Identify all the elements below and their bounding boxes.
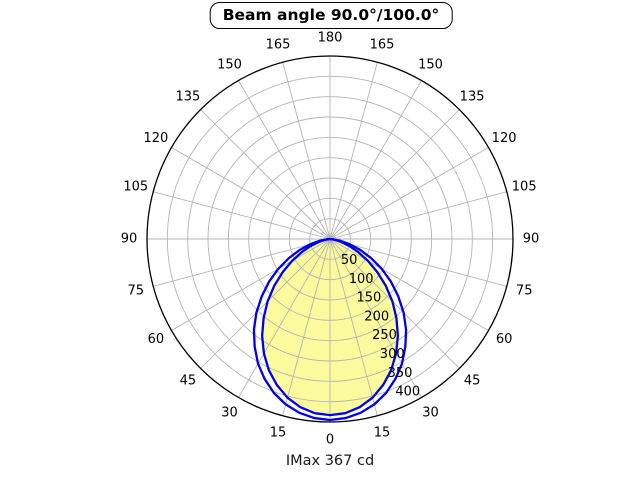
polar-grid-spoke	[171, 147, 331, 240]
angle-tick-label: 120	[492, 131, 517, 146]
polar-grid-spoke	[171, 238, 331, 331]
chart-title-box: Beam angle 90.0°/100.0°	[209, 2, 453, 30]
angle-tick-label: 90	[121, 232, 138, 247]
polar-grid-spoke	[329, 238, 460, 369]
polar-outer-ring	[146, 55, 514, 423]
angle-tick-label: 105	[123, 180, 148, 195]
angle-tick-label: 45	[180, 374, 197, 389]
angle-tick-label: 30	[221, 406, 238, 421]
polar-grid-spoke	[329, 62, 378, 240]
angle-tick-label: 60	[148, 332, 165, 347]
radius-tick-label: 100	[349, 272, 374, 287]
angle-tick-label: 105	[512, 180, 537, 195]
angle-tick-label: 135	[175, 89, 200, 104]
angle-tick-label: 30	[422, 406, 439, 421]
polar-grid-spoke	[329, 238, 378, 416]
angle-tick-label: 165	[370, 37, 395, 52]
polar-grid-spoke	[329, 238, 489, 331]
angle-tick-label: 75	[128, 284, 145, 299]
polar-grid-spoke	[329, 147, 489, 240]
polar-grid-spoke	[329, 238, 422, 398]
beam-profile-narrow-curve	[260, 237, 400, 417]
radius-tick-label: 50	[341, 253, 358, 268]
angle-tick-label: 15	[374, 426, 391, 441]
polar-grid-spoke	[238, 80, 331, 240]
angle-tick-label: 15	[270, 426, 287, 441]
polar-grid-spoke	[282, 238, 331, 416]
radius-tick-label: 250	[372, 328, 397, 343]
angle-tick-label: 150	[418, 57, 443, 72]
polar-grid-spoke	[329, 191, 507, 240]
radius-tick-label: 200	[364, 309, 389, 324]
radius-tick-label: 400	[395, 385, 420, 400]
polar-grid-spoke	[282, 62, 331, 240]
polar-grid-spoke	[153, 191, 331, 240]
imax-label: IMax 367 cd	[285, 453, 375, 469]
polar-grid-spoke	[329, 109, 460, 240]
polar-grid-spoke	[200, 238, 331, 369]
angle-tick-label: 135	[460, 89, 485, 104]
radius-tick-label: 150	[357, 291, 382, 306]
angle-tick-label: 90	[523, 232, 540, 247]
radius-tick-label: 300	[380, 347, 405, 362]
polar-grid-spoke	[153, 238, 331, 287]
angle-tick-label: 180	[318, 31, 343, 46]
beam-profile-wide-curve	[252, 237, 408, 422]
angle-tick-label: 150	[217, 57, 242, 72]
polar-grid-spoke	[238, 238, 331, 398]
angle-tick-label: 60	[496, 332, 513, 347]
angle-tick-label: 165	[266, 37, 291, 52]
angle-tick-label: 0	[326, 433, 334, 448]
polar-grid-spoke	[329, 80, 422, 240]
angle-tick-label: 120	[143, 131, 168, 146]
angle-tick-label: 45	[464, 374, 481, 389]
polar-grid-spoke	[200, 109, 331, 240]
chart-title: Beam angle 90.0°/100.0°	[222, 6, 440, 24]
angle-tick-label: 75	[516, 284, 533, 299]
radius-tick-label: 350	[388, 366, 413, 381]
polar-grid-spoke	[329, 238, 507, 287]
